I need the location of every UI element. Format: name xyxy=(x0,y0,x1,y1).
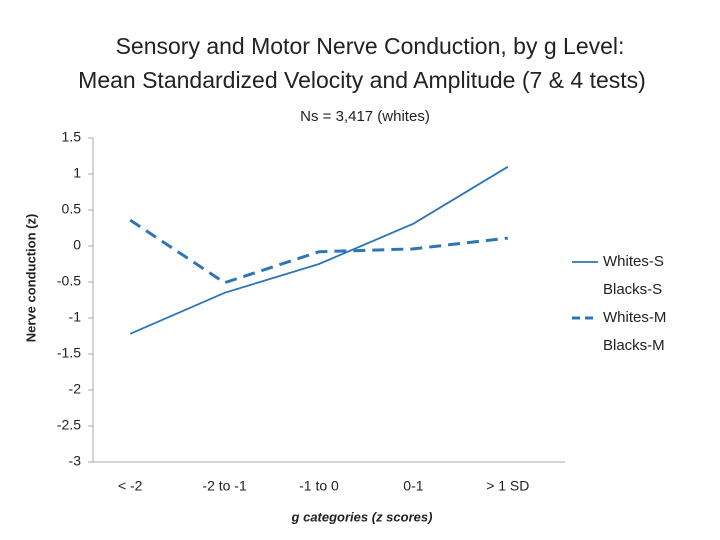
legend-label: Whites-S xyxy=(603,253,664,270)
y-tick-label: -0.5 xyxy=(57,273,81,289)
y-tick-label: 0 xyxy=(73,237,81,253)
x-tick-label: > 1 SD xyxy=(486,478,529,494)
y-tick-label: 1.5 xyxy=(62,129,82,145)
y-tick-label: -2.5 xyxy=(57,417,81,433)
x-tick-label: < -2 xyxy=(118,478,143,494)
y-tick-label: 0.5 xyxy=(62,201,82,217)
y-tick-label: -1.5 xyxy=(57,345,81,361)
legend-label: Blacks-S xyxy=(603,281,662,298)
chart-title: Sensory and Motor Nerve Conduction, by g… xyxy=(116,33,625,59)
series-line xyxy=(129,166,509,335)
chart-subtitle: Ns = 3,417 (whites) xyxy=(300,108,430,125)
x-axis-label: g categories (z scores) xyxy=(291,509,433,524)
y-tick-label: -2 xyxy=(69,381,82,397)
y-axis-label: Nerve conduction (z) xyxy=(23,214,38,343)
x-tick-label: 0-1 xyxy=(403,478,423,494)
x-tick-label: -2 to -1 xyxy=(202,478,247,494)
x-tick-label: -1 to 0 xyxy=(299,478,339,494)
chart-title: Mean Standardized Velocity and Amplitude… xyxy=(78,67,646,93)
series-line xyxy=(129,218,508,285)
y-tick-label: -1 xyxy=(69,309,82,325)
legend-label: Whites-M xyxy=(603,309,666,326)
y-tick-label: 1 xyxy=(73,165,81,181)
legend-label: Blacks-M xyxy=(603,337,665,354)
y-tick-label: -3 xyxy=(69,453,82,469)
